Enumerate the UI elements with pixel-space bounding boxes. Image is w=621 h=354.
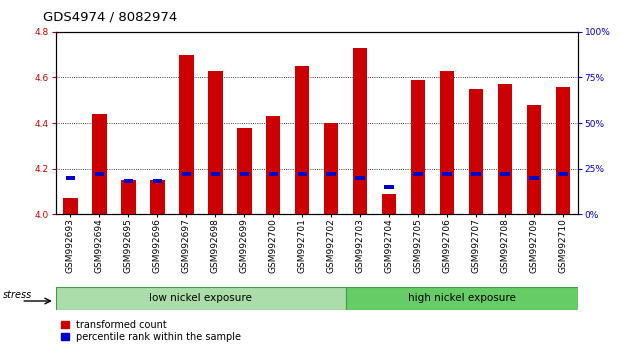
Bar: [556, 87, 570, 214]
Bar: [469, 89, 483, 214]
Text: GDS4974 / 8082974: GDS4974 / 8082974: [43, 11, 178, 24]
Bar: [179, 55, 194, 214]
Bar: [295, 66, 309, 214]
Bar: [440, 70, 455, 214]
Bar: [63, 198, 78, 214]
Bar: [471, 172, 481, 176]
Bar: [324, 123, 338, 214]
Bar: [498, 84, 512, 214]
Bar: [211, 172, 220, 176]
Bar: [501, 172, 510, 176]
Bar: [558, 172, 568, 176]
Bar: [66, 176, 75, 180]
Bar: [297, 172, 307, 176]
Bar: [124, 179, 133, 183]
Text: stress: stress: [3, 290, 32, 300]
Bar: [94, 172, 104, 176]
Bar: [266, 116, 281, 214]
Bar: [208, 70, 222, 214]
Bar: [121, 180, 135, 214]
Bar: [384, 185, 394, 189]
Bar: [355, 176, 365, 180]
Legend: transformed count, percentile rank within the sample: transformed count, percentile rank withi…: [61, 320, 242, 342]
Bar: [56, 287, 346, 310]
Bar: [411, 80, 425, 214]
Text: high nickel exposure: high nickel exposure: [407, 293, 515, 303]
Bar: [181, 172, 191, 176]
Bar: [529, 176, 539, 180]
Bar: [153, 179, 162, 183]
Bar: [382, 194, 396, 214]
Bar: [327, 172, 336, 176]
Bar: [240, 172, 249, 176]
Bar: [268, 172, 278, 176]
Bar: [237, 127, 252, 214]
Text: low nickel exposure: low nickel exposure: [150, 293, 252, 303]
Bar: [527, 105, 542, 214]
Bar: [414, 172, 423, 176]
Bar: [353, 48, 368, 214]
Bar: [442, 172, 452, 176]
Bar: [346, 287, 578, 310]
Bar: [150, 180, 165, 214]
Bar: [92, 114, 107, 214]
